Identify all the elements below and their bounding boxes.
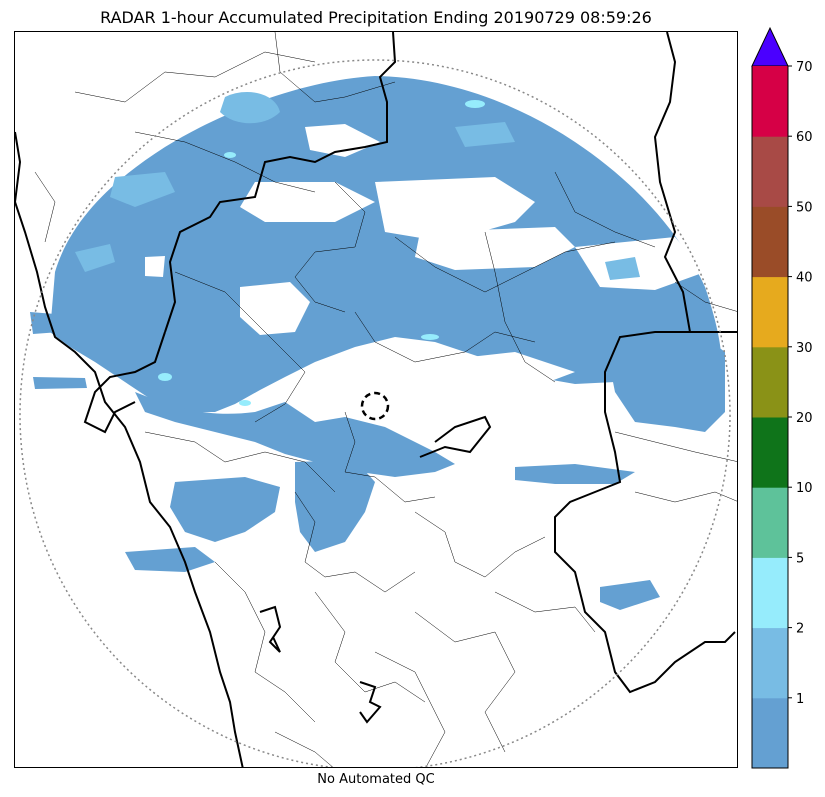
state-boundaries	[15, 32, 737, 767]
state-boundary-north	[164, 32, 397, 333]
precip-area-central	[135, 392, 455, 477]
clear-gap-7	[305, 362, 385, 404]
clear-gap-2	[240, 182, 375, 222]
precip-band-southeast	[515, 464, 635, 484]
colorbar-bin	[752, 276, 788, 348]
colorbar-bin	[752, 487, 788, 558]
moderate-patch-4	[605, 257, 640, 280]
state-boundary-south	[419, 415, 492, 458]
colorbar-bin	[752, 136, 788, 207]
precip-area-southwest	[170, 477, 280, 542]
colorbar-tick-label: 40	[796, 271, 813, 286]
moderate-patch-5	[455, 122, 515, 147]
radar-site-marker	[360, 391, 390, 421]
precip-area-east	[605, 332, 725, 432]
colorbar-tick-label: 2	[796, 622, 804, 637]
state-boundary-inland	[83, 331, 166, 434]
precip-area-south	[295, 460, 375, 552]
colorbar-bin	[752, 697, 788, 769]
colorbar-tick-label: 10	[796, 481, 813, 496]
clear-gap-6	[575, 237, 705, 290]
clear-gap-3	[375, 177, 535, 242]
chart-title: RADAR 1-hour Accumulated Precipitation E…	[100, 8, 652, 27]
colorbar-bin	[752, 557, 788, 629]
colorbar-bin	[752, 417, 788, 488]
colorbar-bin	[752, 627, 788, 699]
state-boundary-enclave	[359, 681, 382, 724]
clear-gap-9	[425, 352, 575, 392]
precip-area-north	[50, 76, 722, 412]
clear-gap-5	[240, 282, 310, 335]
colorbar-tick-label: 50	[796, 200, 813, 215]
colorbar-extend-triangle	[751, 26, 789, 67]
colorbar-tick-label: 20	[796, 411, 813, 426]
state-boundary-river-loop	[259, 605, 282, 653]
moderate-patch-3	[75, 244, 115, 272]
colorbar-bin	[752, 346, 788, 418]
heavier-spot-4	[239, 400, 251, 406]
heavier-spot-2	[224, 152, 236, 158]
heavier-spot-5	[421, 334, 439, 340]
colorbar-tick-label: 70	[796, 60, 813, 75]
colorbar: 1 2 5 10 20 30 40 50 60 70	[751, 26, 813, 769]
radar-range-ring	[19, 59, 731, 767]
colorbar-bin	[752, 66, 788, 137]
moderate-patch-2	[110, 172, 175, 207]
state-boundary-west-coast	[15, 131, 244, 767]
precip-band-south	[125, 547, 215, 572]
map-svg	[15, 32, 737, 767]
moderate-precip	[75, 92, 640, 280]
state-boundary-east	[554, 331, 737, 694]
colorbar-tick-label: 5	[796, 551, 804, 566]
qc-annotation: No Automated QC	[317, 772, 435, 787]
colorbar-bin	[752, 206, 788, 278]
radar-map	[14, 31, 738, 768]
moderate-patch-1	[220, 92, 280, 124]
clear-gap-8	[145, 256, 165, 277]
precipitation-field	[30, 76, 725, 610]
clear-gaps	[145, 124, 705, 404]
colorbar-svg: 1 2 5 10 20 30 40 50 60 70	[751, 26, 813, 769]
clear-gap-1	[305, 124, 380, 157]
colorbar-tick-label: 30	[796, 341, 813, 356]
heavier-spot-1	[465, 100, 485, 108]
clear-gap-4	[415, 227, 575, 270]
colorbar-tick-label: 60	[796, 130, 813, 145]
colorbar-tick-label: 1	[796, 692, 804, 707]
district-boundaries	[34, 32, 737, 767]
precip-band-west	[33, 377, 87, 389]
heavier-spot-3	[158, 373, 172, 381]
precip-cell-southeast	[600, 580, 660, 610]
heavier-precip	[158, 100, 485, 406]
